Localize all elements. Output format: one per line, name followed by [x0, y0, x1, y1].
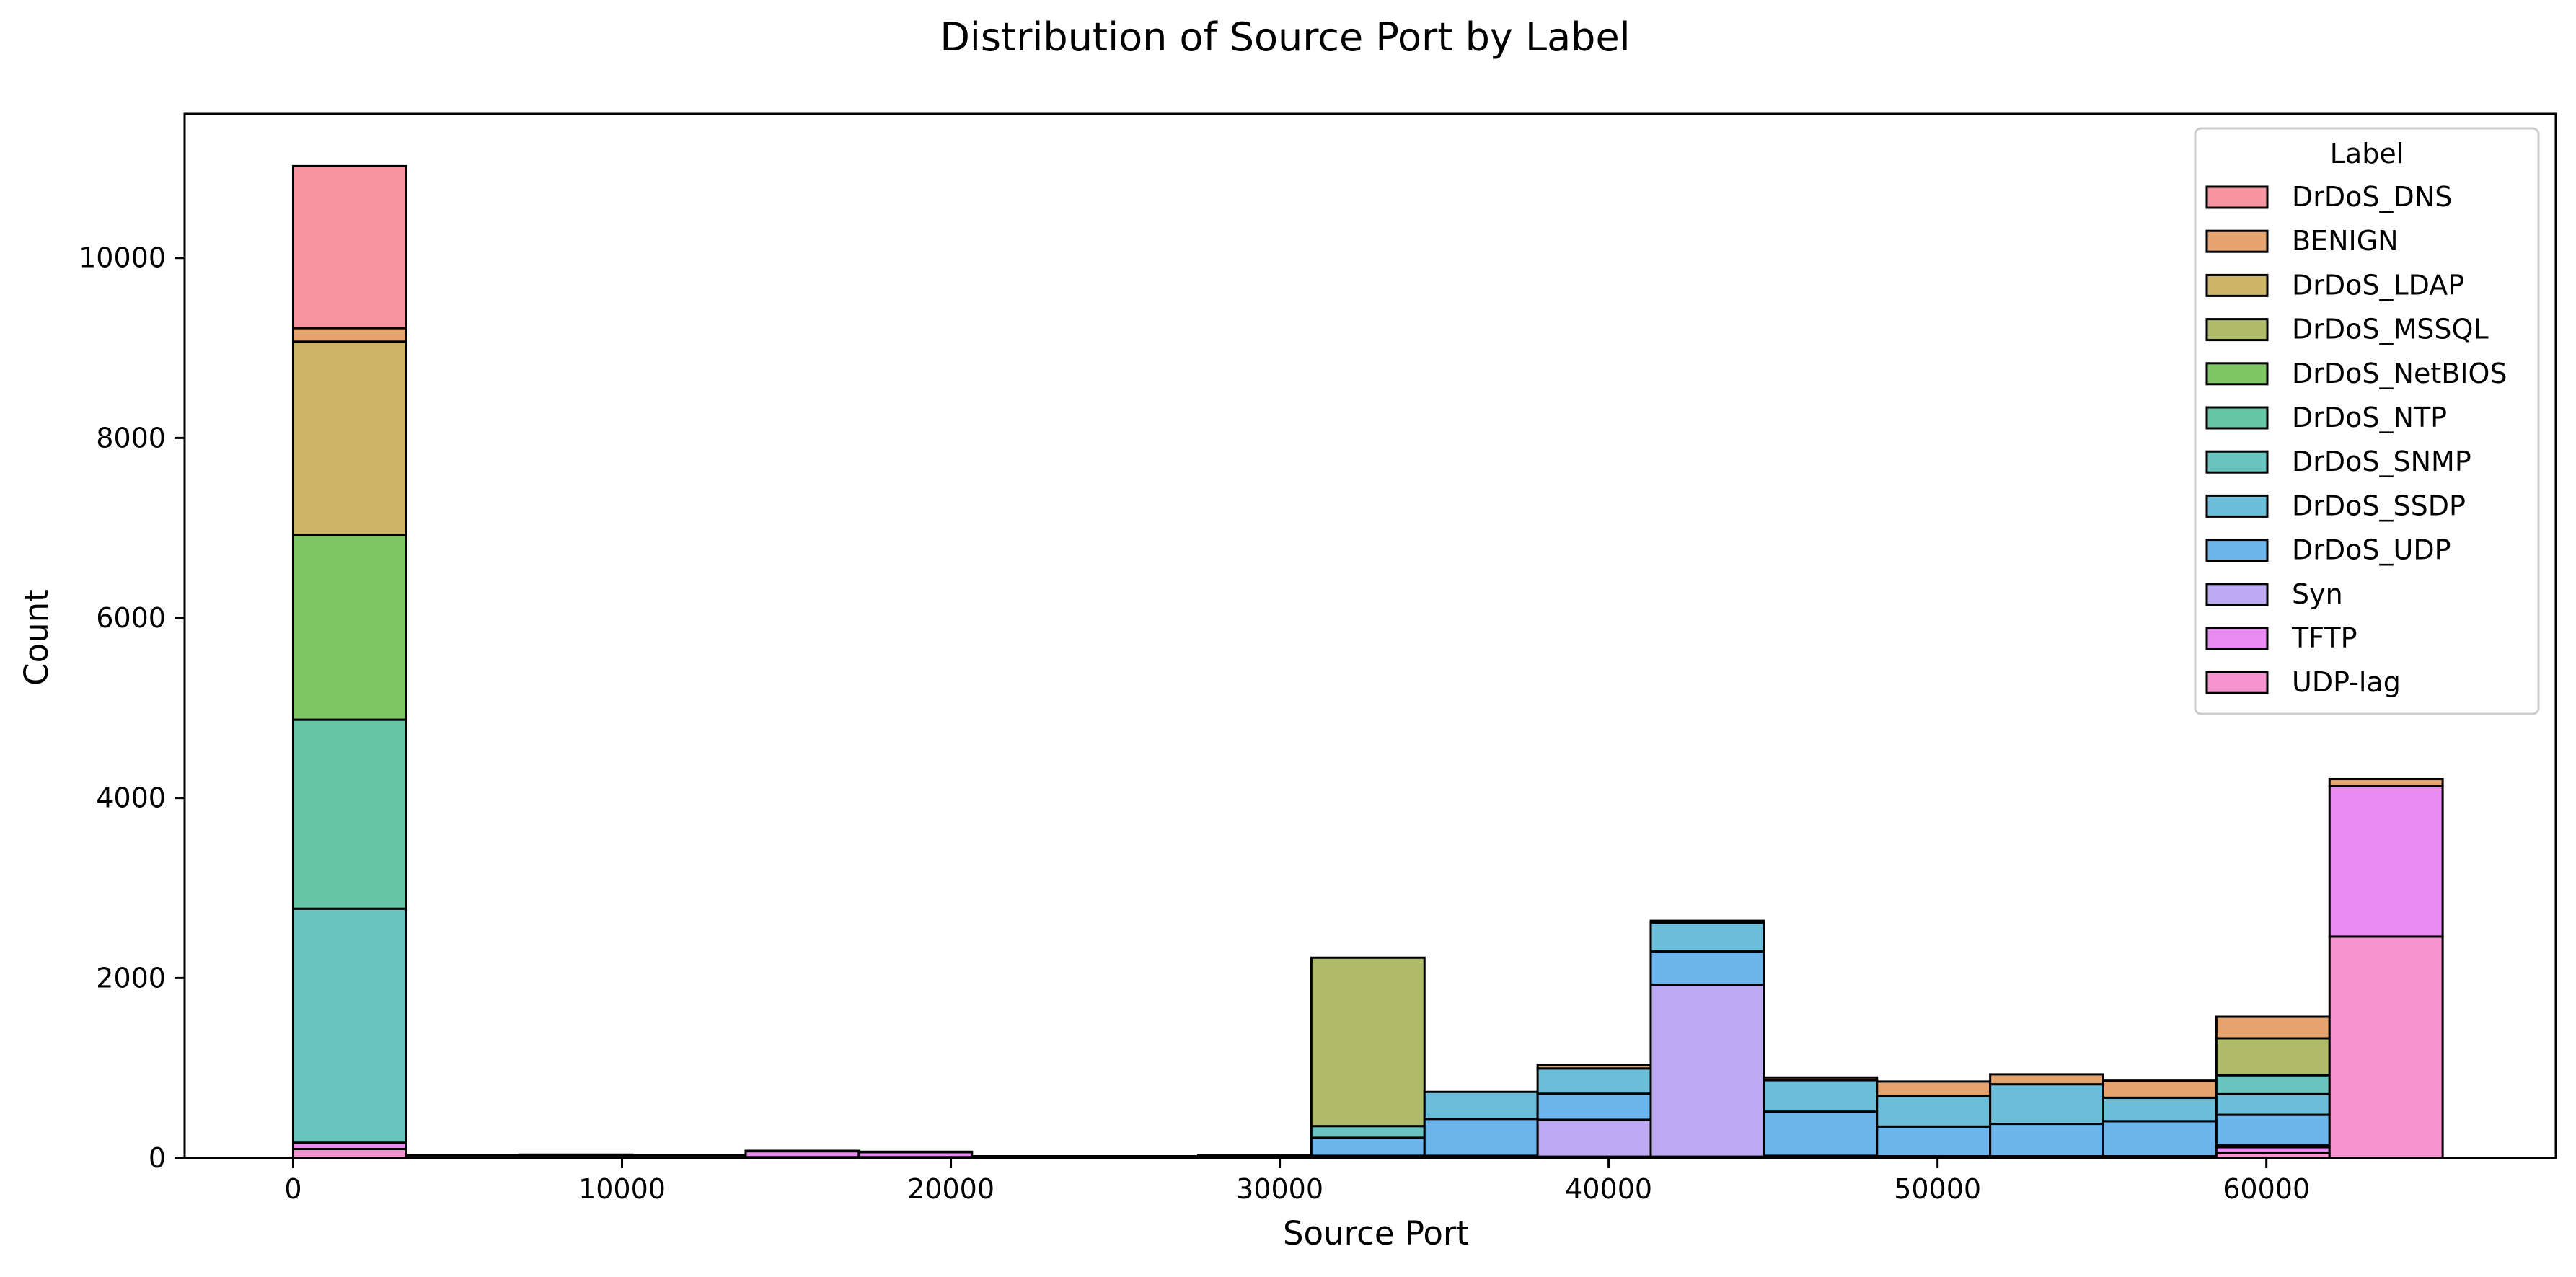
bar-segment-drdos-netbios-bin-0 [291, 534, 407, 721]
legend-label: TFTP [2291, 622, 2357, 654]
x-tick-label: 30000 [1236, 1173, 1323, 1205]
bar-segment-drdos-udp-bin-10 [1423, 1118, 1539, 1157]
bar-segment-benign-bin-1 [405, 1154, 521, 1157]
legend: Label DrDoS_DNS BENIGN DrDoS_LDAP DrDoS_MSS… [2194, 127, 2540, 715]
bar-segment-udp-lag-bin-18 [2328, 935, 2444, 1159]
legend-label: DrDoS_NetBIOS [2292, 358, 2507, 389]
bar-segment-drdos-udp-bin-17 [2215, 1113, 2331, 1147]
legend-swatch [2205, 406, 2269, 430]
bar-segment-benign-bin-18 [2328, 777, 2444, 787]
legend-label: DrDoS_LDAP [2292, 269, 2464, 301]
bar-segment-drdos-ssdp-bin-16 [2101, 1096, 2218, 1123]
y-axis: 0 2000 4000 6000 8000 10000 [79, 242, 185, 1174]
bar-segment-drdos-udp-bin-14 [1876, 1125, 1992, 1158]
bar-segment-drdos-udp-bin-9 [1310, 1136, 1426, 1157]
legend-swatch [2205, 362, 2269, 386]
bar-segment-drdos-dns-bin-0 [291, 164, 407, 330]
y-tick-label: 8000 [96, 422, 166, 454]
bar-segment-drdos-mssql-bin-17 [2215, 1037, 2331, 1077]
bar-segment-drdos-ssdp-bin-12 [1649, 922, 1765, 953]
legend-label: BENIGN [2292, 225, 2399, 257]
bar-segment-benign-bin-3 [631, 1154, 747, 1157]
x-axis: 0 10000 20000 30000 40000 50000 60000 [284, 1158, 2310, 1205]
legend-swatch [2205, 583, 2269, 606]
x-tick-label: 60000 [2223, 1173, 2310, 1205]
bar-segment-drdos-udp-bin-12 [1649, 950, 1765, 986]
legend-swatch [2205, 627, 2269, 650]
bar-segment-benign-bin-4 [744, 1149, 860, 1153]
legend-label: Syn [2292, 578, 2343, 610]
x-tick-label: 20000 [907, 1173, 994, 1205]
legend-swatch [2205, 273, 2269, 297]
bar-segment-drdos-ssdp-bin-17 [2215, 1092, 2331, 1116]
legend-label: DrDoS_MSSQL [2292, 314, 2489, 345]
x-tick-label: 40000 [1565, 1173, 1652, 1205]
bar-segment-syn-bin-12 [1649, 984, 1765, 1158]
bar-segment-benign-bin-11 [1536, 1064, 1652, 1070]
legend-swatch [2205, 185, 2269, 209]
legend-label: DrDoS_NTP [2292, 402, 2447, 433]
legend-label: DrDoS_SSDP [2292, 490, 2466, 521]
x-tick-label: 0 [284, 1173, 301, 1205]
bar-segment-drdos-ssdp-bin-14 [1876, 1095, 1992, 1128]
bar-segment-benign-bin-14 [1876, 1080, 1992, 1097]
legend-box [2194, 127, 2540, 715]
bar-segment-syn-bin-11 [1536, 1118, 1652, 1158]
bar-segment-benign-bin-0 [291, 327, 407, 343]
legend-swatch [2205, 318, 2269, 342]
bar-segment-drdos-ssdp-bin-15 [1989, 1083, 2104, 1126]
bar-segment-drdos-ssdp-bin-13 [1763, 1079, 1879, 1113]
legend-items: DrDoS_DNS BENIGN DrDoS_LDAP DrDoS_MSSQL DrDo… [2205, 181, 2507, 698]
bar-segment-drdos-udp-bin-16 [2101, 1120, 2218, 1158]
legend-swatch [2205, 539, 2269, 562]
chart-title: Distribution of Source Port by Label [940, 14, 1630, 60]
y-tick-label: 6000 [96, 602, 166, 634]
bar-segment-benign-bin-13 [1763, 1076, 1879, 1082]
bar-segment-drdos-ssdp-bin-10 [1423, 1090, 1539, 1121]
legend-label: DrDoS_UDP [2292, 534, 2451, 566]
plot-frame [183, 112, 2557, 1159]
bar-segment-drdos-udp-bin-13 [1763, 1110, 1879, 1157]
bars-layer [291, 164, 2444, 1159]
y-tick-label: 0 [149, 1142, 166, 1174]
legend-swatch [2205, 671, 2269, 694]
y-tick-label: 2000 [96, 962, 166, 994]
bar-segment-benign-bin-15 [1989, 1073, 2104, 1086]
y-axis-title: Count [17, 589, 56, 686]
bar-segment-drdos-snmp-bin-9 [1310, 1125, 1426, 1139]
bar-segment-benign-bin-8 [1196, 1154, 1313, 1157]
bar-segment-benign-bin-12 [1649, 919, 1765, 924]
legend-swatch [2205, 494, 2269, 518]
bar-segment-drdos-ssdp-bin-11 [1536, 1067, 1652, 1095]
legend-swatch [2205, 450, 2269, 474]
bar-segment-drdos-ntp-bin-0 [291, 718, 407, 910]
legend-label: DrDoS_SNMP [2292, 446, 2471, 477]
x-axis-title: Source Port [1283, 1214, 1469, 1252]
bar-segment-benign-bin-16 [2101, 1079, 2218, 1099]
bar-segment-drdos-snmp-bin-0 [291, 907, 407, 1144]
bar-segment-drdos-udp-bin-11 [1536, 1092, 1652, 1121]
y-tick-label: 10000 [79, 242, 166, 274]
legend-label: DrDoS_DNS [2292, 181, 2452, 213]
legend-label: UDP-lag [2292, 666, 2401, 698]
legend-swatch [2205, 229, 2269, 253]
bar-segment-drdos-snmp-bin-17 [2215, 1074, 2331, 1095]
bar-segment-tftp-bin-18 [2328, 785, 2444, 938]
bar-segment-drdos-ldap-bin-0 [291, 340, 407, 536]
x-tick-label: 50000 [1894, 1173, 1981, 1205]
bar-segment-udp-lag-bin-0 [291, 1148, 407, 1159]
bar-segment-benign-bin-2 [518, 1153, 634, 1157]
x-tick-label: 10000 [578, 1173, 666, 1205]
legend-title: Label [2330, 138, 2404, 169]
y-tick-label: 4000 [96, 782, 166, 814]
bar-segment-benign-bin-17 [2215, 1015, 2331, 1040]
bar-segment-drdos-mssql-bin-9 [1310, 956, 1426, 1128]
bar-segment-drdos-udp-bin-15 [1989, 1123, 2104, 1158]
